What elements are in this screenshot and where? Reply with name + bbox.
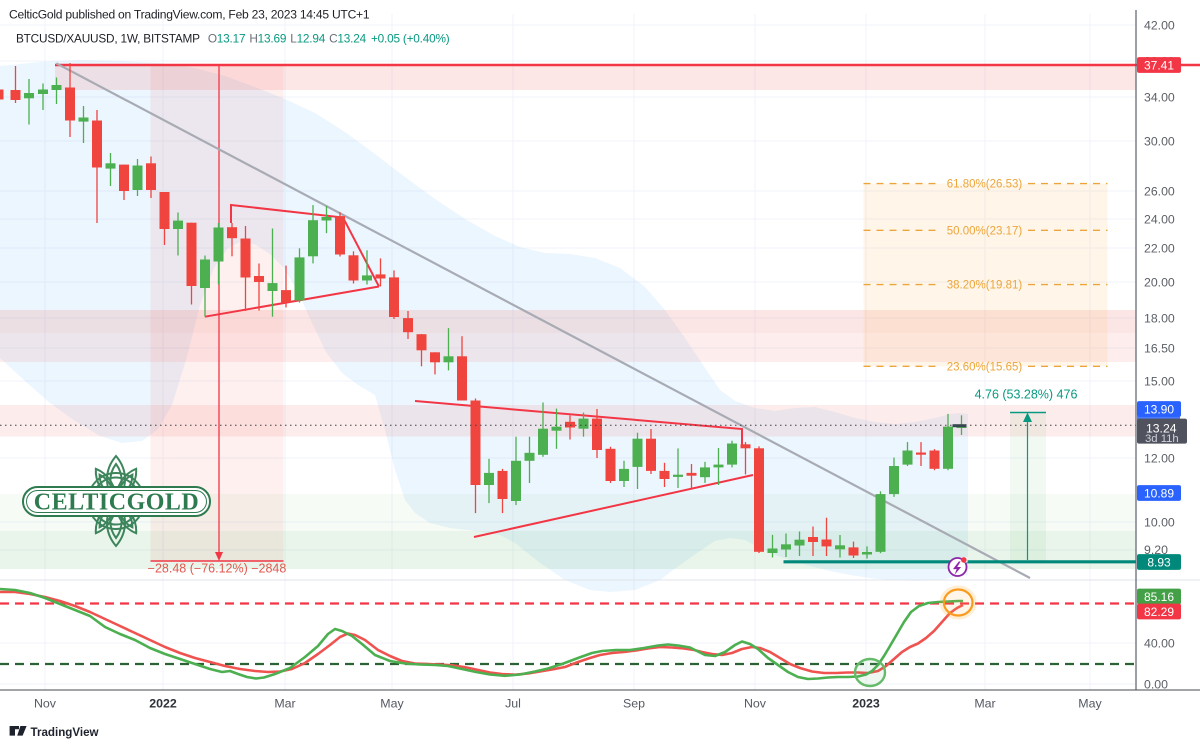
svg-text:61.80%(26.53): 61.80%(26.53) xyxy=(947,179,1023,191)
svg-text:2022: 2022 xyxy=(149,697,177,711)
svg-text:18.00: 18.00 xyxy=(1144,312,1175,326)
svg-text:3d 11h: 3d 11h xyxy=(1145,433,1179,445)
svg-text:CelticGold published on Tradin: CelticGold published on TradingView.com,… xyxy=(9,8,370,22)
svg-text:50.00%(23.17): 50.00%(23.17) xyxy=(947,225,1023,237)
svg-text:15.00: 15.00 xyxy=(1144,375,1175,389)
svg-text:Mar: Mar xyxy=(974,697,995,711)
svg-text:Jul: Jul xyxy=(505,697,521,711)
svg-text:13.90: 13.90 xyxy=(1144,402,1174,416)
svg-text:26.00: 26.00 xyxy=(1144,185,1175,199)
svg-text:−28.48 (−76.12%) −2848: −28.48 (−76.12%) −2848 xyxy=(148,562,287,576)
svg-text:24.00: 24.00 xyxy=(1144,213,1175,227)
svg-text:30.00: 30.00 xyxy=(1144,135,1175,149)
svg-text:8.93: 8.93 xyxy=(1147,555,1171,569)
svg-text:85.16: 85.16 xyxy=(1144,590,1174,604)
svg-text:Mar: Mar xyxy=(274,697,295,711)
svg-text:0.00: 0.00 xyxy=(1144,678,1168,692)
svg-text:37.41: 37.41 xyxy=(1144,58,1174,72)
svg-text:10.89: 10.89 xyxy=(1144,486,1174,500)
svg-text:12.00: 12.00 xyxy=(1144,452,1175,466)
svg-text:13.24: 13.24 xyxy=(1146,421,1177,435)
svg-text:Sep: Sep xyxy=(623,697,645,711)
svg-text:40.00: 40.00 xyxy=(1144,637,1175,651)
svg-text:9.20: 9.20 xyxy=(1144,543,1168,557)
svg-text:22.00: 22.00 xyxy=(1144,242,1175,256)
svg-text:2023: 2023 xyxy=(852,697,880,711)
svg-text:TradingView: TradingView xyxy=(31,726,100,739)
svg-text:May: May xyxy=(380,697,404,711)
svg-text:10.00: 10.00 xyxy=(1144,516,1175,530)
svg-text:38.20%(19.81): 38.20%(19.81) xyxy=(947,280,1023,292)
svg-text:4.76 (53.28%) 476: 4.76 (53.28%) 476 xyxy=(975,388,1078,402)
svg-text:42.00: 42.00 xyxy=(1144,19,1175,33)
svg-text:16.50: 16.50 xyxy=(1144,342,1175,356)
svg-text:Nov: Nov xyxy=(744,697,767,711)
svg-text:20.00: 20.00 xyxy=(1144,276,1175,290)
svg-text:Nov: Nov xyxy=(34,697,57,711)
svg-text:23.60%(15.65): 23.60%(15.65) xyxy=(947,361,1023,373)
svg-text:34.00: 34.00 xyxy=(1144,91,1175,105)
svg-text:CELTICGOLD: CELTICGOLD xyxy=(34,490,200,516)
svg-text:May: May xyxy=(1078,697,1102,711)
svg-text:82.29: 82.29 xyxy=(1144,605,1174,619)
